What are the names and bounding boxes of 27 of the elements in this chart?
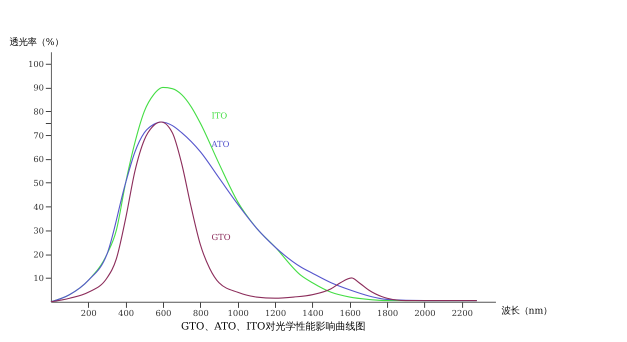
x-tick-label: 2000 [414,308,436,318]
x-tick-label: 800 [192,308,209,318]
x-tick-label: 1200 [264,308,286,318]
x-tick-label: 2200 [452,308,473,318]
y-tick-label: 50 [33,178,44,188]
y-tick-label: 80 [33,106,44,117]
x-tick-label: 200 [80,308,97,318]
y-tick-label: 30 [33,226,44,236]
series-label: ATO [210,139,230,150]
series-label: ITO [211,110,228,121]
series-label: GTO [211,232,231,242]
x-tick-label: 1800 [377,308,398,318]
x-tick-label: 600 [156,308,172,318]
x-tick-label: 1000 [228,308,249,318]
y-tick-label: 20 [33,249,44,260]
y-tick-label: 40 [33,202,44,212]
y-tick-label: 60 [33,154,44,164]
y-tick-label: 10 [33,273,44,284]
y-tick-label: 90 [33,82,44,93]
y-tick-label: 100 [28,58,44,69]
x-axis-title: 波长（nm） [502,305,552,316]
x-tick-label: 1400 [302,308,324,318]
x-tick-label: 400 [118,308,134,318]
y-tick-label: 70 [33,130,44,140]
x-tick-label: 1600 [340,308,361,318]
y-axis-title: 透光率（%） [10,36,64,48]
text: GTO、ATO、ITO对光学性能影响曲线图 [181,320,366,333]
